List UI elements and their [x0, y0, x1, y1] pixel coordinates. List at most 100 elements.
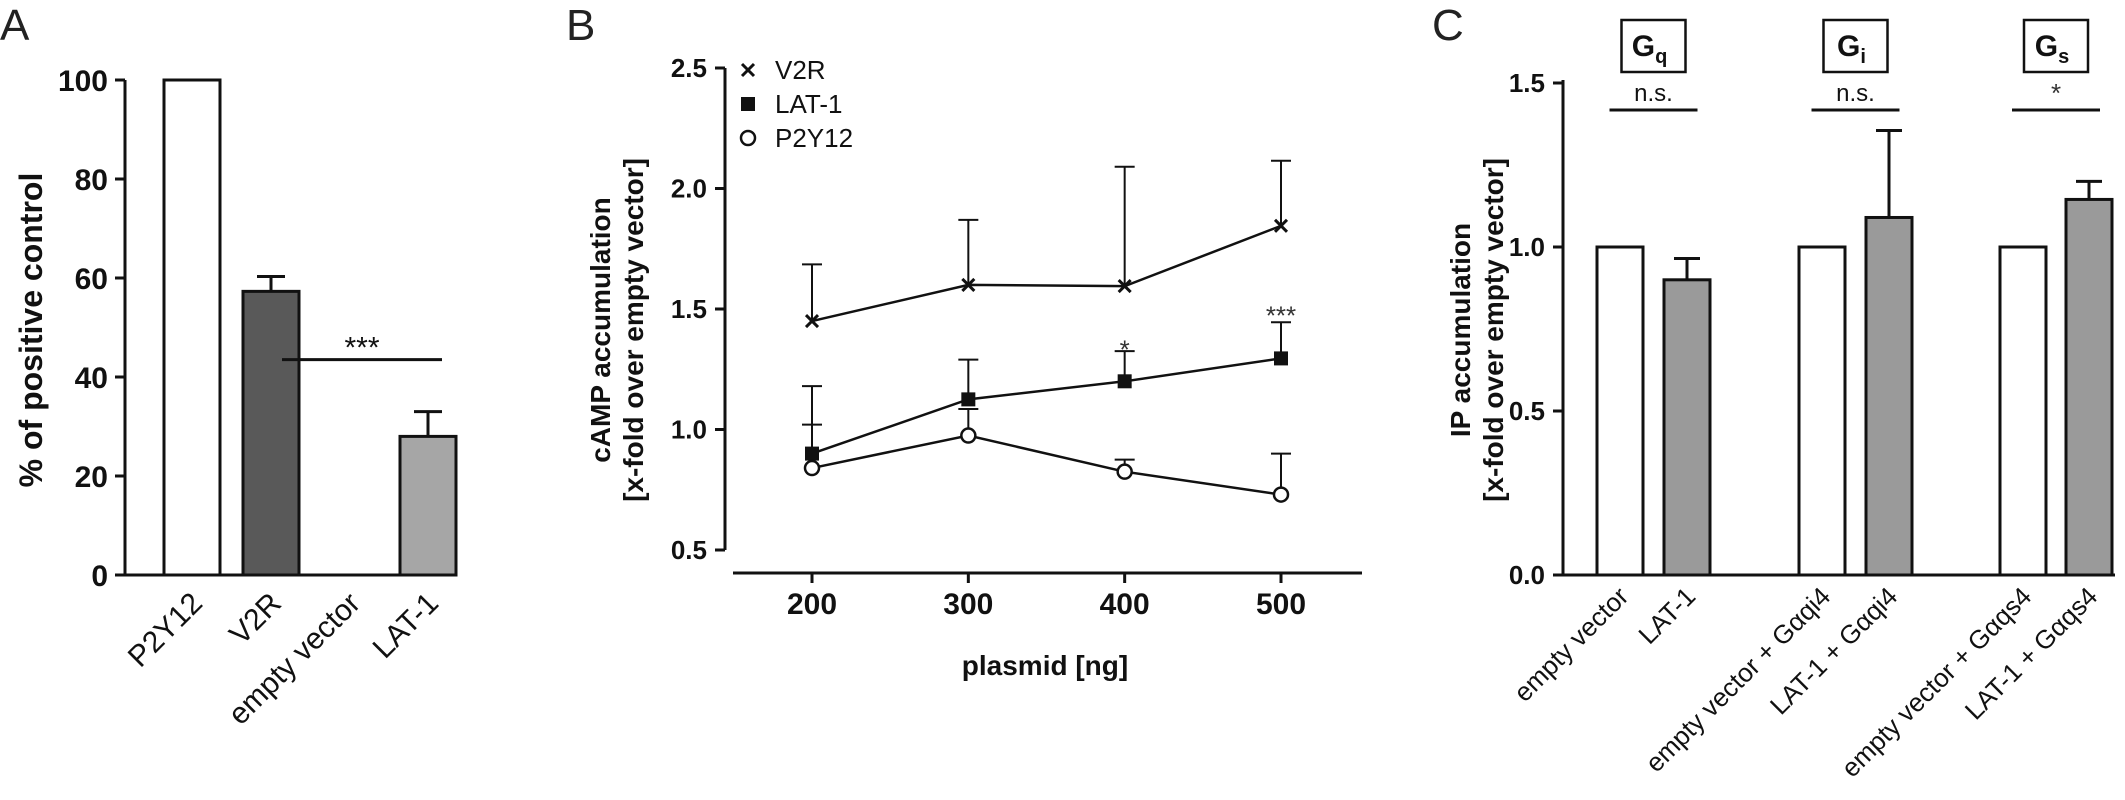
panel-a-y-label: % of positive control	[13, 173, 49, 488]
panel-b-y-tick-label: 1.0	[671, 415, 707, 445]
panel-b: B 0.51.01.52.02.5 200 300 400 500 **** V2RL…	[566, 1, 1362, 681]
panel-a-y-tick-label: 100	[58, 65, 108, 98]
panel-c-category-label: LAT-1	[1632, 581, 1701, 650]
panel-c-significance-label: n.s.	[1836, 80, 1875, 107]
panel-a-significance: ***	[282, 332, 442, 365]
panel-c-y-tick-label: 0.5	[1509, 396, 1545, 426]
panel-b-point	[960, 427, 977, 444]
panel-c-bar	[1595, 245, 1645, 577]
panel-b-x-tick-label: 400	[1100, 588, 1150, 621]
panel-a-y-tick-label: 80	[75, 164, 108, 197]
panel-a-category-label: P2Y12	[122, 587, 209, 674]
panel-b-y-label-line1: cAMP accumulation	[585, 197, 616, 463]
panel-c-y-ticks: 0.0 0.5 1.0 1.5	[1509, 68, 1563, 590]
panel-b-point	[1272, 486, 1290, 503]
panel-b-series-x	[802, 159, 1291, 329]
panel-c-letter: C	[1432, 1, 1464, 50]
panel-b-point	[1273, 218, 1289, 233]
panel-a-bar	[398, 434, 458, 577]
panel-b-legend-label: V2R	[775, 55, 826, 85]
panel-b-point	[1117, 279, 1132, 294]
panel-c-group-label: Gq	[1632, 30, 1668, 68]
panel-b-annotations: ****	[1120, 301, 1297, 365]
panel-c-group-box	[1620, 18, 1687, 74]
panel-c-group-label: Gi	[1837, 30, 1866, 68]
panel-b-legend-label: LAT-1	[775, 89, 842, 119]
panel-b-legend-marker	[741, 97, 755, 111]
panel-b-y-ticks: 0.5 1.0 1.5 2.0 2.5	[671, 53, 725, 565]
panel-b-y-tick-label: 2.0	[671, 174, 707, 204]
panel-c-category-label: empty vector	[1508, 581, 1635, 708]
panel-a-y-tick-label: 40	[75, 362, 108, 395]
panel-c-significance-label: n.s.	[1634, 80, 1673, 107]
panel-c-bar	[1662, 278, 1712, 577]
panel-c-group-label: Gs	[2035, 30, 2069, 68]
panel-c-group-box	[2022, 18, 2090, 74]
panel-b-annotation: *	[1120, 334, 1130, 364]
panel-b-series-square	[802, 321, 1291, 461]
panel-a-category-label: LAT-1	[367, 587, 445, 665]
panel-b-point	[1274, 351, 1288, 366]
panel-a-bars	[162, 78, 458, 577]
panel-b-point	[961, 277, 976, 292]
panel-c-group-box	[1822, 18, 1889, 74]
panel-c-group-label-sub: q	[1655, 46, 1667, 68]
panel-a-bar	[162, 78, 222, 577]
panel-b-point	[804, 313, 820, 329]
panel-c-y-tick-label: 0.0	[1509, 560, 1545, 590]
panel-b-legend-marker	[740, 62, 756, 78]
panel-b-point	[1116, 463, 1133, 480]
panel-b-annotation: ***	[1266, 301, 1296, 331]
panel-b-legend-marker	[739, 129, 757, 147]
panel-c-group-label-sub: i	[1860, 46, 1866, 68]
panel-a-category-label: V2R	[223, 587, 288, 652]
panel-b-x-label: plasmid [ng]	[962, 650, 1128, 681]
panel-b-legend: V2R LAT-1 P2Y12	[739, 55, 853, 153]
panel-c-y-label-line1: IP accumulation	[1445, 223, 1476, 437]
panel-b-legend-label: P2Y12	[775, 123, 853, 153]
panel-a-y-tick-label: 20	[75, 461, 108, 494]
panel-c-significance-label: *	[2051, 78, 2061, 108]
panel-b-series-circle	[802, 408, 1291, 503]
panel-b-series-line	[811, 357, 1282, 455]
panel-a-bar	[241, 289, 301, 577]
panel-c-group-label-main: G	[2035, 30, 2058, 63]
panel-b-series-line	[811, 434, 1282, 496]
panel-c-group-label-main: G	[1837, 30, 1860, 63]
panel-c-bar	[2064, 197, 2114, 577]
panel-b-y-tick-label: 2.5	[671, 53, 707, 83]
panel-a-y-tick-label: 0	[91, 560, 108, 593]
panel-b-y-label-line2: [x-fold over empty vector]	[618, 158, 649, 502]
panel-c-bar	[1797, 245, 1847, 577]
panel-c-bar	[1864, 215, 1914, 577]
panel-b-letter: B	[566, 1, 595, 50]
panel-a-letter: A	[0, 1, 30, 50]
panel-b-point	[961, 392, 976, 407]
panel-b-y-tick-label: 1.5	[671, 294, 707, 324]
panel-c-y-tick-label: 1.5	[1509, 68, 1545, 98]
panel-a-y-tick-label: 60	[75, 263, 108, 296]
panel-a-y-ticks: 0 20 40 60 80 100	[58, 65, 125, 593]
panel-b-point	[1117, 374, 1132, 389]
panel-c-bars	[1595, 129, 2114, 577]
panel-b-x-tick-label: 500	[1256, 588, 1306, 621]
panel-b-y-tick-label: 0.5	[671, 535, 707, 565]
panel-c-group-label-sub: s	[2058, 46, 2069, 68]
panel-a-significance-label: ***	[344, 332, 379, 365]
panel-b-point	[803, 459, 821, 477]
panel-c-y-label-line2: [x-fold over empty vector]	[1478, 158, 1509, 502]
panel-c-bar	[1998, 245, 2048, 577]
panel-c-y-tick-label: 1.0	[1509, 232, 1545, 262]
panel-c-groups: Gq n.s. Gi n.s. Gs *	[1609, 18, 2100, 112]
panel-b-series	[802, 159, 1291, 503]
panel-b-x-ticks: 200 300 400 500	[787, 573, 1306, 621]
panel-b-x-tick-label: 200	[787, 588, 837, 621]
panel-c-group-label-main: G	[1632, 30, 1655, 63]
panel-b-x-tick-label: 300	[943, 588, 993, 621]
panel-b-series-line	[811, 224, 1282, 323]
